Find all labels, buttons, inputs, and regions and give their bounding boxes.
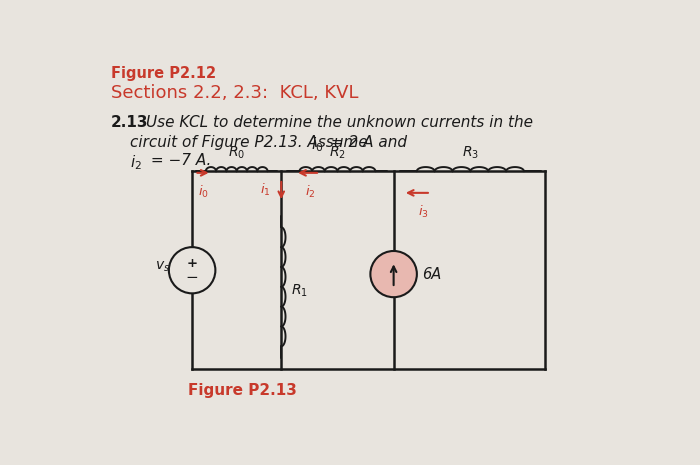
Text: $R_3$: $R_3$ (462, 145, 479, 161)
Circle shape (169, 247, 216, 293)
Text: +: + (187, 257, 197, 270)
Text: 6A: 6A (422, 266, 442, 282)
Text: $i_2$: $i_2$ (305, 185, 316, 200)
Text: $i_1$: $i_1$ (260, 182, 270, 198)
Text: Use KCL to determine the unknown currents in the: Use KCL to determine the unknown current… (146, 115, 533, 130)
Text: 2.13: 2.13 (111, 115, 148, 130)
Text: Figure P2.13: Figure P2.13 (188, 383, 297, 398)
Text: Figure P2.12: Figure P2.12 (111, 66, 216, 81)
Text: $R_0$: $R_0$ (228, 145, 245, 161)
Text: Sections 2.2, 2.3:  KCL, KVL: Sections 2.2, 2.3: KCL, KVL (111, 84, 358, 102)
Text: $v_s$: $v_s$ (155, 259, 170, 273)
Text: = 2 A and: = 2 A and (326, 135, 407, 150)
Text: circuit of Figure P2.13. Assume: circuit of Figure P2.13. Assume (130, 135, 372, 150)
Text: −: − (186, 271, 199, 286)
Text: $i_0$: $i_0$ (311, 135, 323, 154)
Text: $R_1$: $R_1$ (291, 282, 308, 299)
Circle shape (370, 251, 417, 297)
Text: $i_2$: $i_2$ (130, 153, 142, 172)
Text: $i_0$: $i_0$ (197, 185, 209, 200)
Text: = −7 A.: = −7 A. (146, 153, 211, 168)
Text: $i_3$: $i_3$ (418, 204, 428, 220)
Text: $R_2$: $R_2$ (329, 145, 346, 161)
